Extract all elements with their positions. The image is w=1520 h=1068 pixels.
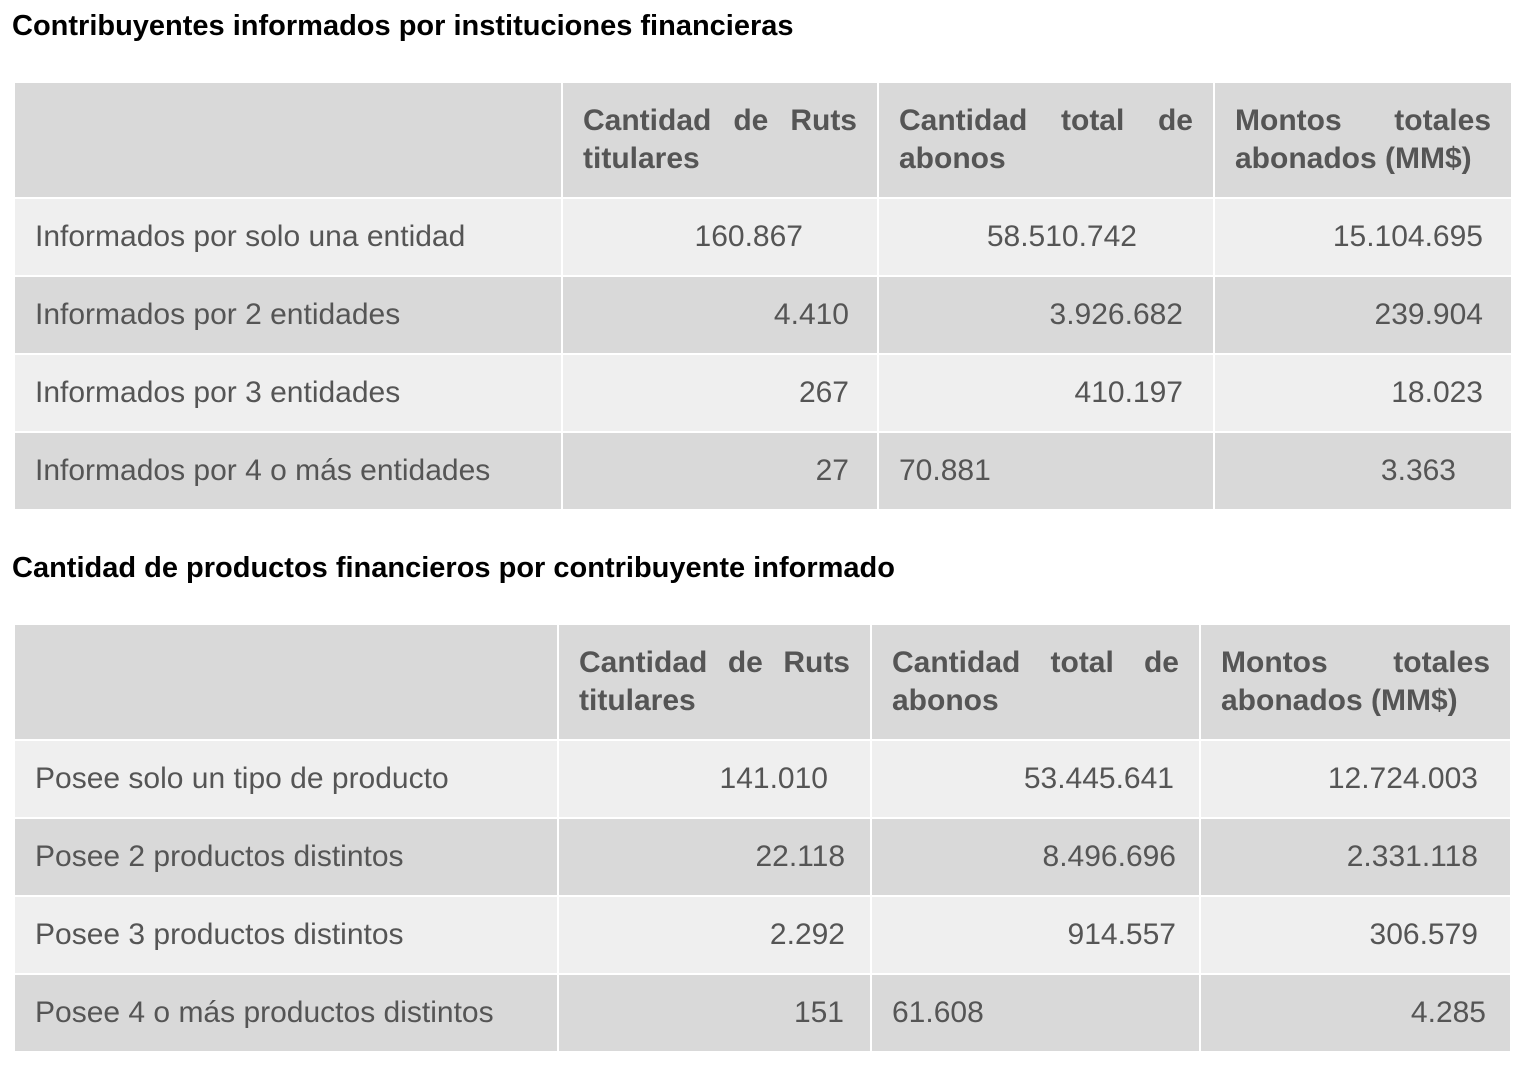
- value-cell: 151: [557, 973, 872, 1053]
- table-row: Posee 4 o más productos distintos 151 61.6…: [13, 973, 1512, 1053]
- value-cell: 4.410: [561, 275, 879, 355]
- value-cell: 12.724.003: [1199, 739, 1512, 819]
- value-cell: 2.292: [557, 895, 872, 975]
- table-row: Posee 2 productos distintos 22.118 8.496.6…: [13, 817, 1512, 897]
- value-cell: 8.496.696: [870, 817, 1201, 897]
- table-row: Informados por 3 entidades 267 410.197 18.0…: [13, 353, 1513, 433]
- header-row: Cantidad de Ruts titulares Cantidad total…: [13, 81, 1513, 199]
- header-cell: Cantidad total de abonos: [877, 81, 1215, 199]
- value-cell: 239.904: [1213, 275, 1513, 355]
- row-label: Informados por solo una entidad: [13, 197, 563, 277]
- section-title: Contribuyentes informados por institucio…: [12, 10, 794, 42]
- value-cell: 70.881: [877, 431, 1215, 511]
- value-cell: 27: [561, 431, 879, 511]
- row-label: Informados por 2 entidades: [13, 275, 563, 355]
- value-cell: 22.118: [557, 817, 872, 897]
- row-label: Informados por 3 entidades: [13, 353, 563, 433]
- section-title: Cantidad de productos financieros por co…: [12, 552, 895, 584]
- value-cell: 914.557: [870, 895, 1201, 975]
- value-cell: 15.104.695: [1213, 197, 1513, 277]
- value-cell: 58.510.742: [877, 197, 1215, 277]
- value-cell: 410.197: [877, 353, 1215, 433]
- table-row: Posee 3 productos distintos 2.292 914.557 3…: [13, 895, 1512, 975]
- row-label: Informados por 4 o más entidades: [13, 431, 563, 511]
- table: Cantidad de Ruts titulares Cantidad total…: [13, 623, 1512, 1053]
- value-cell: 3.363: [1213, 431, 1513, 511]
- value-cell: 4.285: [1199, 973, 1512, 1053]
- header-row: Cantidad de Ruts titulares Cantidad total…: [13, 623, 1512, 741]
- value-cell: 53.445.641: [870, 739, 1201, 819]
- value-cell: 61.608: [870, 973, 1201, 1053]
- value-cell: 267: [561, 353, 879, 433]
- header-cell: Cantidad total de abonos: [870, 623, 1201, 741]
- value-cell: 2.331.118: [1199, 817, 1512, 897]
- table-row: Informados por solo una entidad 160.867 58…: [13, 197, 1513, 277]
- header-cell: Montos totales abonados (MM$): [1213, 81, 1513, 199]
- value-cell: 160.867: [561, 197, 879, 277]
- header-cell: [13, 81, 563, 199]
- header-cell: Cantidad de Ruts titulares: [557, 623, 872, 741]
- value-cell: 3.926.682: [877, 275, 1215, 355]
- row-label: Posee 4 o más productos distintos: [13, 973, 559, 1053]
- table-row: Posee solo un tipo de producto 141.010 53.…: [13, 739, 1512, 819]
- table-row: Informados por 4 o más entidades 27 70.881…: [13, 431, 1513, 511]
- table: Cantidad de Ruts titulares Cantidad total…: [13, 81, 1513, 511]
- header-cell: [13, 623, 559, 741]
- row-label: Posee 2 productos distintos: [13, 817, 559, 897]
- header-cell: Cantidad de Ruts titulares: [561, 81, 879, 199]
- value-cell: 18.023: [1213, 353, 1513, 433]
- row-label: Posee 3 productos distintos: [13, 895, 559, 975]
- value-cell: 141.010: [557, 739, 872, 819]
- value-cell: 306.579: [1199, 895, 1512, 975]
- table-row: Informados por 2 entidades 4.410 3.926.682…: [13, 275, 1513, 355]
- row-label: Posee solo un tipo de producto: [13, 739, 559, 819]
- header-cell: Montos totales abonados (MM$): [1199, 623, 1512, 741]
